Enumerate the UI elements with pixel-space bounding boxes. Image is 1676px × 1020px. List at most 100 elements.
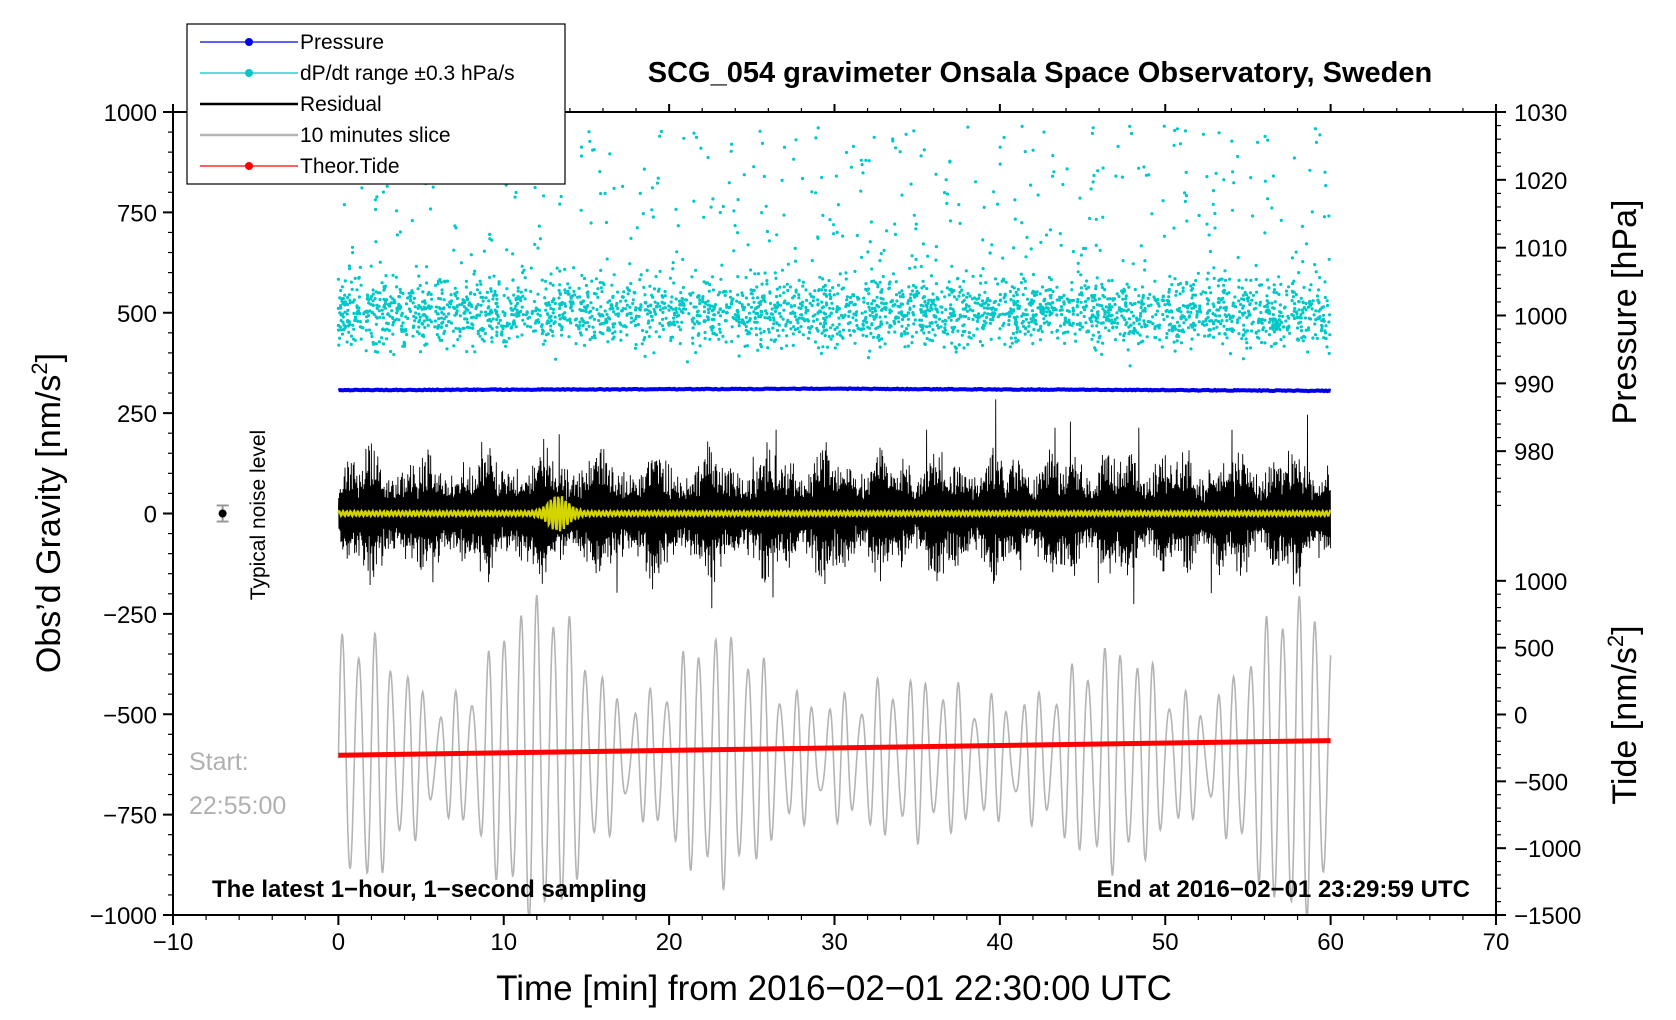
average-line — [337, 496, 1332, 532]
dpdt-point — [1080, 325, 1084, 329]
dpdt-point — [652, 307, 656, 311]
dpdt-point — [1175, 127, 1179, 131]
dpdt-point — [422, 307, 426, 311]
dpdt-point — [404, 302, 409, 306]
dpdt-point — [1113, 302, 1117, 307]
tide-tick-label: 1000 — [1514, 569, 1567, 596]
dpdt-point — [497, 280, 501, 284]
dpdt-point — [664, 316, 668, 320]
dpdt-point — [486, 312, 490, 316]
dpdt-point — [560, 328, 564, 332]
dpdt-point — [1237, 278, 1241, 282]
dpdt-point — [497, 321, 501, 325]
dpdt-point — [1218, 314, 1222, 318]
dpdt-point — [436, 282, 440, 286]
dpdt-point — [1103, 288, 1107, 292]
tide-tick-label: 0 — [1514, 703, 1527, 730]
dpdt-point — [926, 254, 930, 258]
dpdt-point — [1182, 315, 1186, 319]
dpdt-point — [542, 194, 546, 198]
dpdt-point — [708, 337, 712, 341]
dpdt-point — [437, 306, 441, 310]
dpdt-point — [1198, 304, 1202, 308]
dpdt-point — [982, 306, 986, 310]
dpdt-point — [867, 159, 871, 163]
dpdt-point — [705, 281, 709, 285]
dpdt-point — [404, 315, 408, 319]
dpdt-point — [828, 218, 832, 222]
dpdt-point — [940, 310, 944, 315]
dpdt-point — [738, 320, 742, 324]
dpdt-point — [778, 303, 783, 307]
dpdt-point — [717, 322, 721, 326]
dpdt-point — [880, 307, 885, 311]
dpdt-point — [1124, 297, 1128, 301]
dpdt-point — [927, 330, 931, 334]
dpdt-point — [956, 317, 961, 321]
dpdt-point — [988, 251, 992, 255]
dpdt-point — [1318, 315, 1322, 319]
dpdt-point — [922, 331, 926, 335]
dpdt-point — [1138, 314, 1143, 318]
pressure-axis-label: Pressure [hPa] — [1606, 200, 1644, 425]
dpdt-point — [572, 289, 576, 293]
dpdt-point — [520, 264, 524, 268]
dpdt-point — [781, 317, 785, 321]
dpdt-point — [992, 190, 996, 194]
dpdt-point — [1056, 336, 1060, 340]
dpdt-point — [463, 317, 467, 321]
dpdt-point — [1106, 297, 1110, 301]
dpdt-point — [1308, 317, 1313, 321]
dpdt-point — [391, 332, 395, 336]
dpdt-point — [701, 297, 705, 301]
dpdt-point — [422, 319, 426, 323]
dpdt-point — [1001, 324, 1005, 328]
dpdt-point — [974, 180, 978, 184]
dpdt-point — [1206, 298, 1211, 302]
dpdt-point — [862, 319, 866, 323]
dpdt-point — [433, 319, 437, 323]
y-left-axis-label-sup: 2 — [27, 362, 52, 374]
dpdt-point — [1279, 337, 1283, 342]
dpdt-point — [1243, 311, 1247, 315]
dpdt-point — [786, 288, 790, 292]
dpdt-point — [1222, 283, 1226, 287]
dpdt-point — [377, 304, 381, 308]
dpdt-point — [800, 176, 805, 181]
dpdt-point — [574, 342, 578, 346]
dpdt-point — [680, 297, 685, 301]
dpdt-point — [378, 315, 382, 319]
dpdt-point — [1143, 322, 1147, 326]
dpdt-point — [1117, 294, 1121, 299]
dpdt-point — [801, 284, 805, 288]
dpdt-point — [683, 307, 688, 311]
dpdt-point — [1201, 320, 1205, 324]
dpdt-point — [897, 320, 901, 324]
dpdt-point — [364, 349, 368, 353]
dpdt-point — [818, 275, 822, 279]
dpdt-point — [1254, 277, 1258, 281]
dpdt-point — [571, 294, 575, 298]
dpdt-point — [629, 236, 633, 240]
dpdt-point — [1167, 287, 1171, 292]
dpdt-point — [622, 324, 626, 328]
dpdt-point — [629, 320, 633, 324]
dpdt-point — [844, 305, 848, 309]
dpdt-point — [377, 340, 381, 344]
dpdt-point — [1076, 297, 1080, 302]
dpdt-point — [922, 313, 926, 317]
dpdt-point — [1032, 327, 1036, 332]
dpdt-point — [1027, 321, 1031, 325]
dpdt-point — [775, 305, 780, 309]
dpdt-point — [767, 327, 771, 331]
dpdt-point — [638, 191, 642, 195]
dpdt-point — [457, 303, 461, 307]
dpdt-point — [733, 313, 738, 317]
dpdt-point — [1012, 286, 1016, 290]
dpdt-point — [968, 294, 972, 298]
dpdt-point — [1014, 290, 1018, 294]
dpdt-point — [912, 129, 916, 133]
dpdt-point — [765, 229, 770, 234]
dpdt-point — [1182, 330, 1186, 334]
dpdt-point — [1173, 128, 1177, 133]
